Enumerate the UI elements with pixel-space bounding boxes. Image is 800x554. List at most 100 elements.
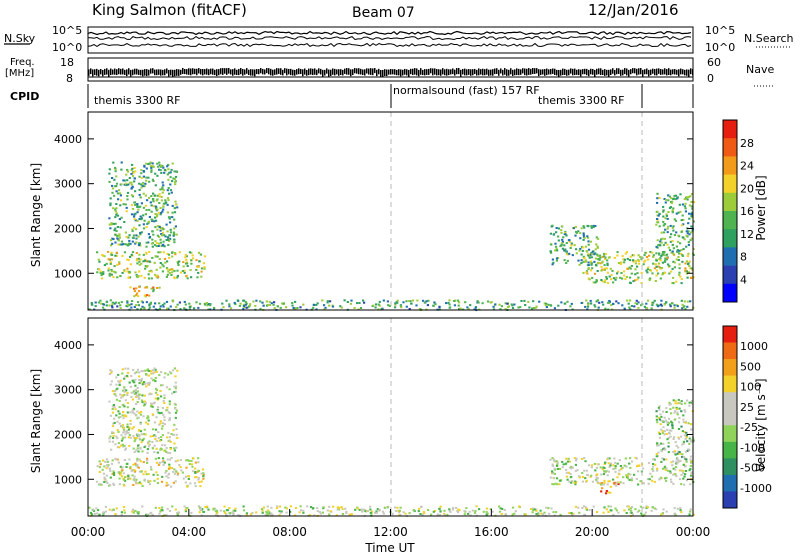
range-gate-cell (447, 301, 450, 304)
range-gate-cell (132, 368, 135, 371)
range-gate-cell (665, 214, 668, 217)
freq-tick-mark (140, 69, 142, 76)
range-gate-cell (131, 167, 134, 170)
range-gate-cell (684, 308, 687, 311)
range-gate-cell (583, 236, 586, 239)
range-gate-cell (146, 452, 149, 454)
range-gate-cell (675, 245, 678, 248)
range-gate-cell (144, 369, 147, 372)
range-gate-cell (129, 181, 132, 184)
range-gate-cell (165, 239, 168, 241)
freq-tick-mark (148, 69, 150, 76)
range-gate-cell (125, 415, 128, 418)
range-gate-cell (684, 450, 687, 453)
range-gate-cell (394, 510, 398, 512)
range-gate-cell (345, 512, 348, 514)
range-gate-cell (113, 406, 116, 409)
range-gate-cell (145, 473, 148, 476)
range-gate-cell (157, 457, 160, 460)
range-gate-cell (100, 277, 104, 280)
range-gate-cell (331, 305, 335, 308)
range-gate-cell (624, 278, 627, 281)
range-gate-cell (167, 451, 170, 454)
freq-tick-mark (624, 68, 626, 75)
range-gate-cell (166, 203, 169, 206)
range-gate-cell (630, 272, 633, 275)
range-gate-cell (669, 224, 672, 227)
range-gate-cell (122, 417, 125, 420)
range-gate-cell (126, 411, 129, 414)
range-gate-cell (173, 472, 176, 475)
range-gate-cell (120, 424, 123, 427)
range-gate-cell (188, 459, 191, 462)
range-gate-cell (657, 265, 660, 268)
range-gate-cell (614, 465, 617, 468)
range-gate-cell (422, 511, 425, 513)
range-gate-cell (647, 266, 650, 269)
range-gate-cell (153, 244, 157, 246)
range-gate-cell (172, 300, 175, 303)
range-gate-cell (680, 282, 683, 285)
range-gate-cell (109, 435, 112, 438)
range-gate-cell (166, 436, 169, 439)
range-gate-cell (399, 514, 402, 516)
range-gate-cell (667, 211, 670, 213)
range-gate-cell (597, 306, 600, 309)
range-gate-cell (551, 465, 554, 467)
range-gate-cell (443, 512, 446, 515)
range-gate-cell (682, 440, 685, 443)
range-gate-cell (115, 398, 119, 401)
range-gate-cell (244, 301, 247, 304)
freq-tick-mark (292, 69, 294, 76)
freq-tick-mark (150, 68, 152, 74)
range-gate-cell (589, 253, 592, 256)
range-gate-cell (636, 303, 639, 305)
range-gate-cell (547, 303, 550, 306)
range-gate-cell (680, 249, 683, 252)
range-gate-cell (163, 514, 166, 517)
range-gate-cell (121, 243, 124, 246)
range-gate-cell (161, 475, 164, 478)
range-gate-cell (114, 254, 117, 257)
range-gate-cell (145, 260, 148, 263)
range-gate-cell (686, 449, 689, 452)
range-gate-cell (136, 401, 139, 403)
range-gate-cell (504, 308, 507, 311)
range-gate-cell (158, 286, 161, 289)
range-gate-cell (655, 455, 658, 458)
range-gate-cell (123, 179, 126, 182)
range-gate-cell (567, 460, 570, 463)
range-gate-cell (124, 367, 127, 370)
range-gate-cell (550, 251, 553, 254)
range-gate-cell (596, 480, 599, 483)
range-gate-cell (684, 438, 687, 440)
range-gate-cell (117, 461, 120, 464)
range-gate-cell (676, 507, 679, 510)
range-gate-cell (658, 436, 662, 439)
range-gate-cell (651, 272, 654, 275)
range-gate-cell (689, 440, 692, 443)
range-gate-cell (108, 223, 111, 226)
range-gate-cell (148, 216, 151, 218)
range-gate-cell (161, 191, 164, 194)
range-gate-cell (644, 259, 647, 262)
range-gate-cell (148, 440, 151, 443)
range-gate-cell (103, 481, 106, 483)
range-gate-cell (582, 505, 586, 508)
range-gate-cell (617, 262, 620, 264)
range-gate-cell (375, 303, 378, 306)
range-gate-cell (174, 375, 177, 378)
range-gate-cell (146, 423, 150, 426)
range-gate-cell (112, 472, 116, 474)
range-gate-cell (671, 424, 674, 427)
range-gate-cell (171, 369, 175, 372)
range-gate-cell (143, 394, 146, 397)
range-gate-cell (153, 220, 156, 223)
range-gate-cell (679, 507, 682, 510)
range-gate-cell (134, 170, 137, 173)
range-gate-cell (163, 394, 166, 397)
range-gate-cell (177, 264, 180, 266)
freq-tick-mark (190, 68, 192, 76)
range-gate-cell (203, 302, 206, 305)
range-gate-cell (660, 450, 663, 453)
